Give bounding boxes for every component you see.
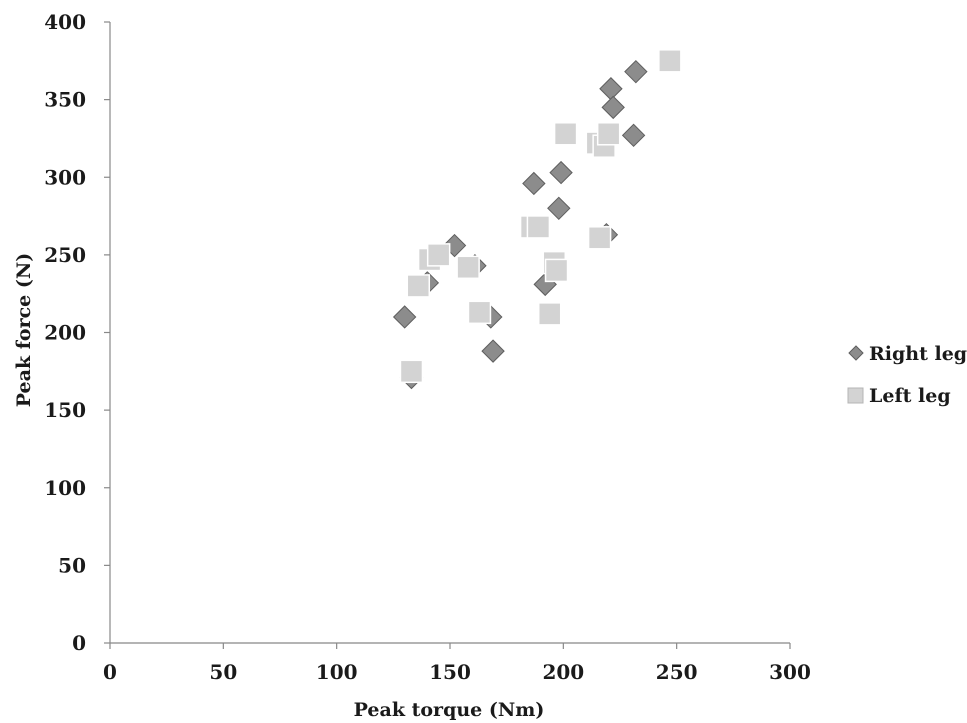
point-right-leg [481, 339, 505, 363]
point-left-leg [537, 302, 562, 326]
y-tick-label: 150 [44, 398, 86, 422]
point-left-leg [658, 49, 682, 73]
point-left-leg [456, 255, 480, 280]
y-tick-label: 400 [44, 10, 86, 34]
point-right-leg [624, 59, 648, 84]
point-left-leg [544, 258, 569, 283]
y-axis-title: Peak force (N) [13, 253, 35, 407]
point-right-leg [392, 305, 417, 329]
point-left-leg [553, 122, 578, 146]
x-tick-label: 50 [209, 660, 237, 684]
y-tick-label: 350 [44, 88, 86, 112]
legend-marker-right-leg [848, 345, 864, 361]
point-left-leg [406, 274, 431, 298]
point-left-leg [467, 300, 492, 325]
point-left-leg [426, 243, 451, 267]
x-tick-label: 300 [769, 660, 811, 684]
point-right-leg [549, 160, 573, 185]
x-tick-label: 100 [316, 660, 358, 684]
y-tick-label: 200 [44, 321, 86, 345]
data-points [392, 49, 682, 390]
y-tick-label: 300 [44, 165, 86, 189]
point-left-leg [399, 359, 424, 384]
point-left-leg [526, 215, 551, 239]
y-tick-label: 250 [44, 243, 86, 267]
x-axis-title: Peak torque (Nm) [354, 699, 545, 721]
point-right-leg [599, 77, 623, 101]
x-axis-ticks: 0 50 100 150 200 250 300 [103, 643, 811, 684]
x-tick-label: 0 [103, 660, 117, 684]
point-right-leg [601, 95, 625, 120]
legend-marker-left-leg [847, 387, 864, 404]
point-right-leg [522, 171, 546, 196]
x-tick-label: 200 [542, 660, 584, 684]
x-tick-label: 150 [429, 660, 471, 684]
point-right-leg [621, 123, 646, 148]
legend-label-right-leg: Right leg [869, 343, 967, 365]
legend-label-left-leg: Left leg [869, 385, 951, 407]
x-tick-label: 250 [656, 660, 698, 684]
point-left-leg [596, 122, 621, 146]
point-right-leg [547, 196, 571, 221]
y-tick-label: 50 [58, 553, 86, 577]
y-tick-label: 0 [72, 631, 86, 655]
y-tick-label: 100 [44, 476, 86, 500]
y-axis-ticks: 0 50 100 150 200 250 300 350 400 [44, 10, 110, 655]
point-left-leg [587, 226, 612, 250]
legend: Right leg Left leg [847, 343, 967, 407]
